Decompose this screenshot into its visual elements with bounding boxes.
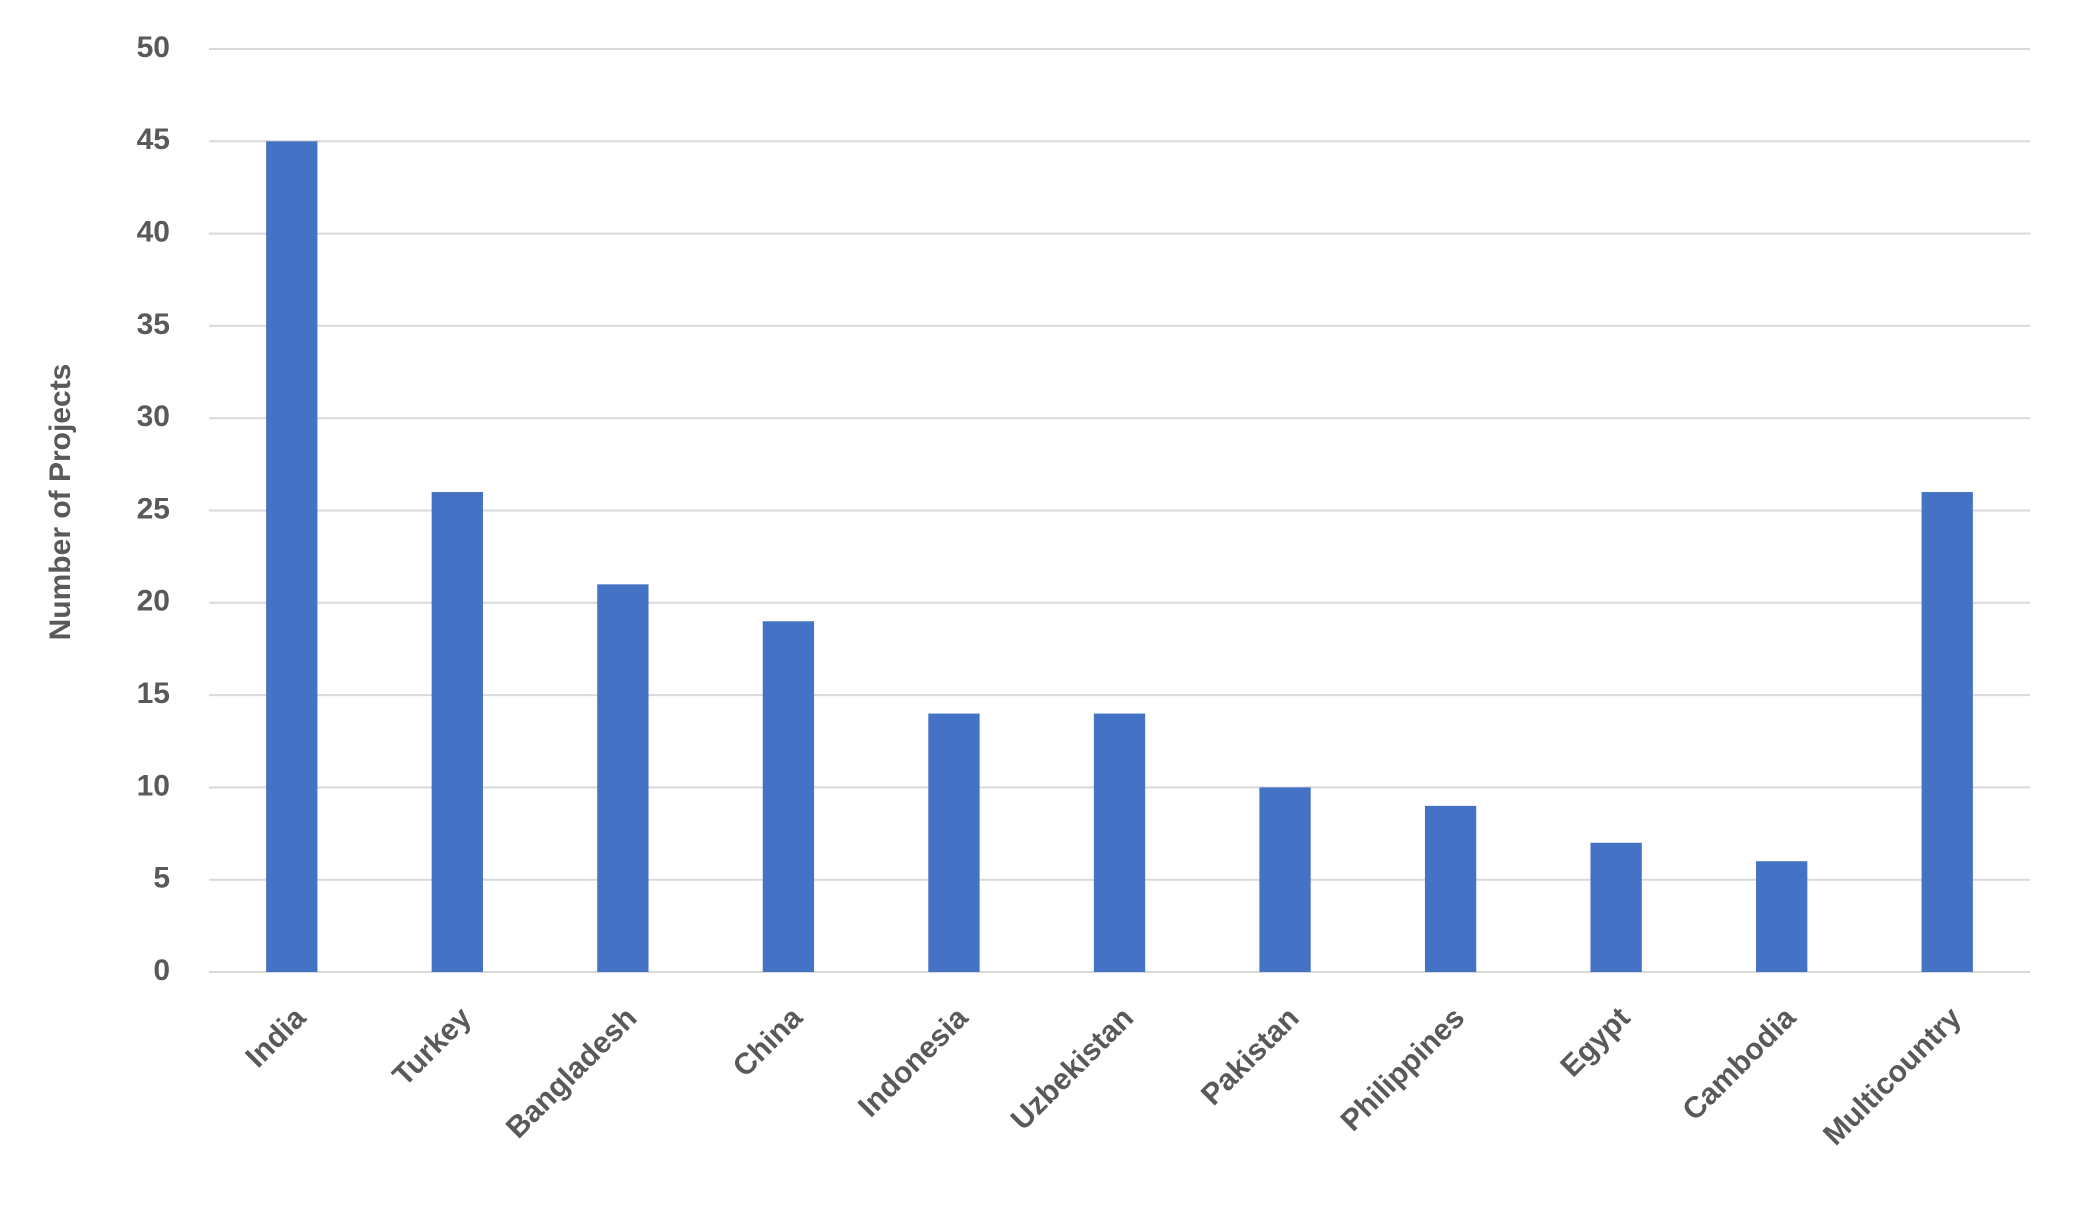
- x-tick-label: Egypt: [1554, 1001, 1636, 1083]
- bar: [597, 584, 649, 972]
- y-tick-label: 45: [137, 123, 170, 156]
- y-tick-label: 20: [137, 585, 170, 618]
- x-tick-label: Uzbekistan: [1005, 1001, 1140, 1136]
- x-tick-label: India: [239, 1001, 312, 1074]
- x-tick-label: Indonesia: [852, 1001, 975, 1124]
- y-tick-label: 5: [153, 862, 170, 895]
- x-tick-label: Turkey: [387, 1001, 479, 1093]
- y-tick-label: 25: [137, 492, 170, 525]
- y-tick-label: 15: [137, 677, 170, 710]
- bar: [762, 621, 815, 972]
- y-tick-label: 50: [137, 31, 170, 64]
- x-tick-label: Multicountry: [1817, 1001, 1968, 1152]
- x-tick-label: Philippines: [1335, 1001, 1471, 1137]
- bar: [266, 141, 318, 973]
- x-tick-label: Pakistan: [1195, 1001, 1306, 1112]
- bar: [431, 492, 483, 972]
- bar: [1590, 842, 1642, 972]
- bar: [1259, 787, 1311, 972]
- y-tick-label: 10: [137, 769, 170, 802]
- y-axis-title: Number of Projects: [44, 364, 77, 641]
- bar: [1756, 861, 1808, 972]
- y-tick-label: 30: [137, 400, 170, 433]
- bar: [1921, 492, 1973, 972]
- bar: [1093, 713, 1146, 972]
- y-tick-label: 40: [137, 216, 170, 249]
- bar: [928, 713, 980, 972]
- bar: [1424, 805, 1477, 972]
- y-tick-label: 35: [137, 308, 170, 341]
- x-tick-label: China: [727, 1001, 809, 1083]
- x-tick-label: Bangladesh: [500, 1001, 644, 1145]
- y-tick-label: 0: [153, 954, 170, 987]
- x-tick-label: Cambodia: [1676, 1001, 1802, 1127]
